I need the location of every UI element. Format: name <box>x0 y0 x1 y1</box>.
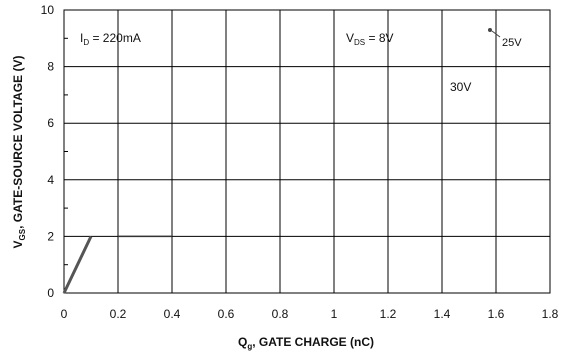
x-tick-label: 1.2 <box>380 307 397 321</box>
x-tick-label: 1.6 <box>488 307 505 321</box>
x-axis-title: Qg, GATE CHARGE (nC) <box>238 335 374 351</box>
x-tick-label: 1.8 <box>542 307 559 321</box>
x-tick-labels: 0 0.2 0.4 0.6 0.8 1 1.2 1.4 1.6 1.8 <box>61 307 559 321</box>
x-tick-label: 1 <box>331 307 338 321</box>
annotation-30v: 30V <box>450 80 471 94</box>
y-tick-label: 10 <box>41 3 55 17</box>
y-tick-labels: 0 2 4 6 8 10 <box>41 3 55 300</box>
x-tick-label: 1.4 <box>434 307 451 321</box>
y-tick-label: 2 <box>47 229 54 243</box>
y-tick-label: 6 <box>47 116 54 130</box>
plot-frame <box>63 9 551 294</box>
y-axis-title: VGS, GATE-SOURCE VOLTAGE (V) <box>11 56 27 249</box>
x-tick-label: 0.4 <box>164 307 181 321</box>
x-tick-label: 0.8 <box>272 307 289 321</box>
annotation-vds: VDS = 8V <box>346 31 394 47</box>
annotation-25v-marker <box>488 28 501 38</box>
x-tick-label: 0.6 <box>218 307 235 321</box>
grid-lines <box>64 10 550 293</box>
annotation-drain-current: ID = 220mA <box>80 31 141 47</box>
x-tick-label: 0.2 <box>110 307 127 321</box>
y-tick-label: 0 <box>47 286 54 300</box>
y-tick-label: 4 <box>47 173 54 187</box>
series-lines <box>62 235 172 294</box>
y-tick-label: 8 <box>47 60 54 74</box>
series-line-0 <box>62 235 93 294</box>
annotation-25v: 25V <box>502 37 522 49</box>
x-tick-label: 0 <box>61 307 68 321</box>
